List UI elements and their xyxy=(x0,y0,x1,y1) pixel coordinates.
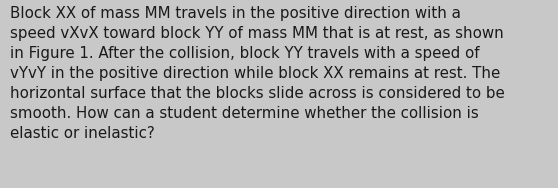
Text: Block XX of mass MM travels in the positive direction with a
speed vXvX toward b: Block XX of mass MM travels in the posit… xyxy=(10,6,505,141)
